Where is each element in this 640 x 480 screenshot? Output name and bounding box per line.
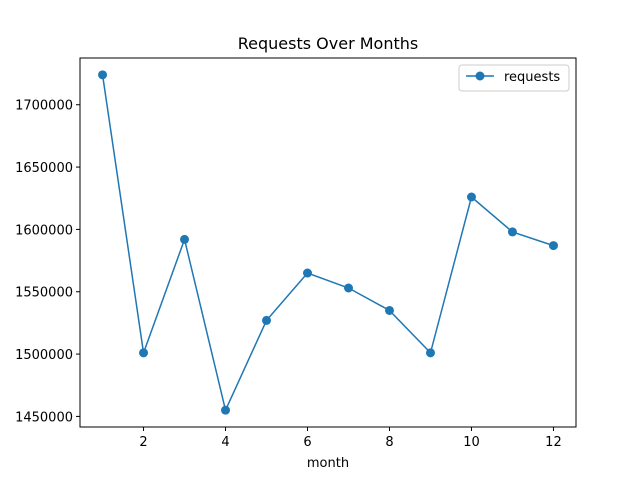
data-point bbox=[425, 348, 435, 358]
legend-marker-swatch bbox=[475, 71, 485, 81]
x-tick-label: 4 bbox=[221, 435, 229, 450]
data-point bbox=[180, 234, 190, 244]
x-tick-label: 12 bbox=[545, 435, 562, 450]
x-axis-label: month bbox=[307, 456, 349, 471]
data-point bbox=[548, 241, 558, 251]
legend-box bbox=[458, 64, 570, 92]
chart-title: Requests Over Months bbox=[238, 34, 418, 53]
x-tick-label: 10 bbox=[463, 435, 480, 450]
y-tick-label: 1700000 bbox=[15, 99, 73, 114]
plot-area bbox=[79, 57, 577, 428]
x-tick-label: 2 bbox=[139, 435, 147, 450]
y-tick-label: 1550000 bbox=[15, 286, 73, 301]
data-point bbox=[384, 305, 394, 315]
y-tick-label: 1450000 bbox=[15, 410, 73, 425]
y-axis-ticks: 1450000 1500000 1550000 1600000 1650000 17000… bbox=[15, 99, 80, 425]
series-line-requests bbox=[101, 74, 554, 413]
y-tick-label: 1500000 bbox=[15, 348, 73, 363]
data-point bbox=[466, 192, 476, 202]
series-layer bbox=[98, 70, 558, 415]
x-axis-ticks: 2 4 6 8 10 12 bbox=[139, 427, 562, 450]
data-point bbox=[303, 268, 313, 278]
y-tick-label: 1650000 bbox=[15, 161, 73, 176]
data-point bbox=[98, 70, 108, 80]
legend-label: requests bbox=[504, 70, 560, 85]
data-point bbox=[343, 283, 353, 293]
x-tick-label: 6 bbox=[303, 435, 311, 450]
y-tick-label: 1600000 bbox=[15, 223, 73, 238]
data-point bbox=[507, 227, 517, 237]
legend: requests bbox=[458, 64, 570, 92]
x-tick-label: 8 bbox=[385, 435, 393, 450]
data-point bbox=[221, 405, 231, 415]
data-point bbox=[262, 315, 272, 325]
data-point bbox=[139, 348, 149, 358]
